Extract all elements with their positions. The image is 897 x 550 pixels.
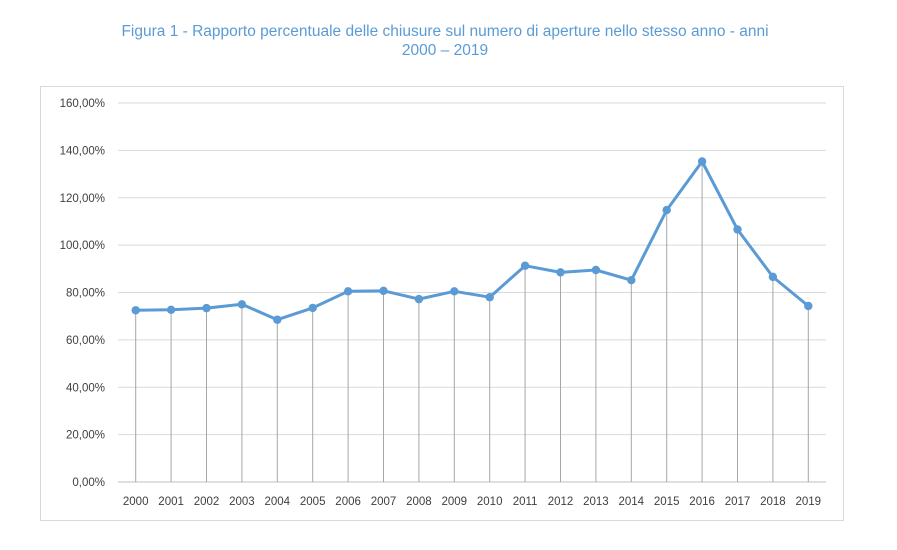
chart-title-line1: Figura 1 - Rapporto percentuale delle ch… [121,23,769,40]
data-point [591,265,601,275]
x-tick-label: 2002 [194,496,220,508]
x-tick-label: 2013 [583,496,609,508]
data-point [202,303,211,313]
data-point [768,272,778,282]
y-tick-label: 160,00% [60,98,105,110]
y-tick-label: 100,00% [60,240,105,252]
data-point [343,287,353,296]
y-tick-label: 140,00% [60,145,105,157]
data-point [520,261,530,270]
data-point [379,286,388,296]
data-point [450,287,459,296]
data-point [273,315,282,324]
data-point [627,275,636,285]
data-point [804,301,813,311]
y-tick-label: 0,00% [72,477,105,489]
data-point [697,157,707,166]
data-point [308,303,317,313]
data-point [414,294,424,304]
series-line [134,160,810,322]
y-tick-label: 60,00% [66,335,105,347]
chart-title: Figura 1 - Rapporto percentuale delle ch… [40,22,850,60]
x-tick-label: 2018 [760,496,786,508]
x-tick-label: 2004 [265,496,291,508]
x-tick-label: 2006 [335,496,361,508]
data-point [131,306,140,315]
x-tick-label: 2014 [619,496,645,508]
x-tick-label: 2008 [406,496,432,508]
x-tick-label: 2016 [689,496,715,508]
data-point [237,300,247,309]
x-tick-label: 2010 [477,496,503,508]
data-point [166,305,176,314]
data-point [662,205,671,215]
x-tick-label: 2001 [158,496,184,508]
x-tick-label: 2009 [442,496,468,508]
x-tick-label: 2017 [725,496,751,508]
x-tick-label: 2012 [548,496,574,508]
x-tick-label: 2007 [371,496,397,508]
x-tick-label: 2015 [654,496,680,508]
x-tick-label: 2005 [300,496,326,508]
x-tick-label: 2000 [123,496,149,508]
x-tick-label: 2019 [796,496,822,508]
y-tick-label: 120,00% [60,193,105,205]
x-tick-label: 2003 [229,496,255,508]
data-point [556,268,565,277]
y-tick-label: 40,00% [66,382,105,394]
data-point [733,225,742,234]
chart-title-line2: 2000 – 2019 [401,42,489,59]
x-tick-label: 2011 [513,496,538,508]
chart-frame [40,86,844,521]
y-tick-label: 20,00% [66,430,105,442]
data-point [485,293,494,302]
y-tick-label: 80,00% [66,288,105,300]
